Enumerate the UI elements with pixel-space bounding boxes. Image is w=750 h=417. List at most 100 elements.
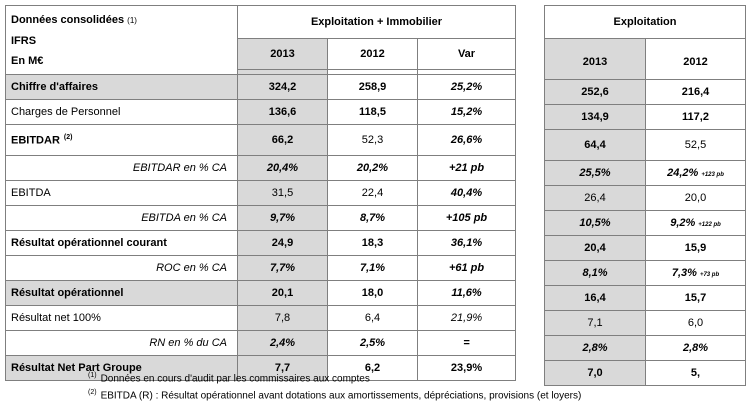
- row-label-cell: Résultat opérationnel courant: [5, 230, 238, 256]
- row-label-cell: Résultat net 100%: [5, 305, 238, 331]
- value-var: 36,1%: [416, 230, 517, 256]
- exploit-value-2013: 16,4: [544, 285, 646, 311]
- exploit-value-2013: 8,1%: [544, 260, 646, 286]
- table-row: 7,1 6,0: [544, 310, 747, 336]
- row-label: Résultat Net Part Groupe: [11, 362, 142, 374]
- value-2012: 18,3: [327, 230, 418, 256]
- value-2013: 324,2: [237, 74, 328, 100]
- table-row: Résultat Net Part Groupe 7,7 6,2 23,9%: [5, 355, 517, 381]
- side-table-body: Exploitation 2013 2012 252,6 216,4 134,9 11…: [543, 5, 747, 386]
- value-2012: 20,2%: [327, 155, 418, 181]
- row-label-cell: RN en % du CA: [5, 330, 238, 356]
- main-table-body: Données consolidées (1) IFRS En M€ Explo…: [5, 5, 517, 381]
- row-label: RN en % du CA: [149, 337, 227, 349]
- table-row: 64,4 52,5: [544, 129, 747, 161]
- exploit-value-2012-cell: 15,7: [644, 285, 747, 311]
- row-label: EBITDA en % CA: [141, 212, 227, 224]
- row-label: Chiffre d'affaires: [11, 81, 98, 93]
- exploit-value-2012: 5,: [690, 367, 701, 379]
- exploit-value-2013: 252,6: [544, 79, 646, 105]
- group-header-main: Exploitation + Immobilier: [236, 5, 517, 39]
- value-var: +105 pb: [416, 205, 517, 231]
- row-label-cell: Résultat opérationnel: [5, 280, 238, 306]
- table-row: EBITDA en % CA 9,7% 8,7% +105 pb: [5, 205, 517, 231]
- value-var: 11,6%: [416, 280, 517, 306]
- exploit-value-2012-cell: 117,2: [644, 104, 747, 130]
- value-var: 40,4%: [416, 180, 517, 206]
- footnote-1: (1) Données en cours d'audit par les comm…: [88, 372, 370, 384]
- exploit-variation-note: +123 pb: [701, 172, 724, 178]
- group-header-side: Exploitation: [543, 5, 747, 39]
- table-row: 8,1% 7,3% +73 pb: [544, 260, 747, 286]
- table-row: 25,5% 24,2% +123 pb: [544, 160, 747, 186]
- value-2012: 6,4: [327, 305, 418, 331]
- exploit-value-2013: 25,5%: [544, 160, 646, 186]
- row-label: Charges de Personnel: [11, 106, 121, 118]
- exploit-value-2012-cell: 9,2% +122 pb: [644, 210, 747, 236]
- exploit-value-2013: 10,5%: [544, 210, 646, 236]
- row-label: Résultat opérationnel: [11, 287, 124, 299]
- value-2013: 9,7%: [237, 205, 328, 231]
- value-var: =: [416, 330, 517, 356]
- table-row: 10,5% 9,2% +122 pb: [544, 210, 747, 236]
- exploit-value-2012: 9,2%: [670, 217, 696, 229]
- exploit-value-2012: 6,0: [687, 317, 704, 329]
- value-2013: 20,4%: [237, 155, 328, 181]
- row-label-cell: EBITDA en % CA: [5, 205, 238, 231]
- exploit-value-2012-cell: 216,4: [644, 79, 747, 105]
- value-2012: 18,0: [327, 280, 418, 306]
- exploit-value-2012-cell: 2,8%: [644, 335, 747, 361]
- value-var: 25,2%: [416, 74, 517, 100]
- exploit-value-2012: 52,5: [684, 139, 707, 151]
- table-row: 252,6 216,4: [544, 79, 747, 105]
- exploit-value-2012-cell: 15,9: [644, 235, 747, 261]
- row-label-cell: EBITDAR en % CA: [5, 155, 238, 181]
- table-row: 16,4 15,7: [544, 285, 747, 311]
- footnote-1-marker: (1): [88, 372, 97, 379]
- side-subheader-row: 2013 2012: [544, 38, 747, 80]
- side-header-row: Exploitation: [543, 5, 747, 39]
- col-header-var: Var: [416, 38, 517, 70]
- value-var: 26,6%: [416, 124, 517, 156]
- table-row: Résultat net 100% 7,8 6,4 21,9%: [5, 305, 517, 331]
- exploitation-table: Exploitation 2013 2012 252,6 216,4 134,9 11…: [543, 5, 747, 386]
- exploit-value-2012: 2,8%: [682, 342, 709, 354]
- exploit-value-2013: 2,8%: [544, 335, 646, 361]
- main-header-row: Données consolidées (1) IFRS En M€ Explo…: [5, 5, 517, 75]
- table-row: 2,8% 2,8%: [544, 335, 747, 361]
- footnote-2-marker: (2): [88, 389, 97, 396]
- table-row: ROC en % CA 7,7% 7,1% +61 pb: [5, 255, 517, 281]
- exploit-value-2012: 216,4: [681, 86, 710, 98]
- exploit-value-2012-cell: 24,2% +123 pb: [644, 160, 747, 186]
- exploit-value-2012-cell: 5,: [644, 360, 747, 386]
- table-row: EBITDAR (2) 66,2 52,3 26,6%: [5, 124, 517, 156]
- value-var: +21 pb: [416, 155, 517, 181]
- exploit-value-2013: 7,1: [544, 310, 646, 336]
- exploit-value-2012: 117,2: [682, 111, 709, 123]
- value-2013: 31,5: [237, 180, 328, 206]
- title-note: (1): [127, 16, 137, 25]
- side-col-header-2012: 2012: [644, 38, 747, 80]
- col-header-2013: 2013: [237, 38, 328, 70]
- exploit-value-2012: 24,2%: [667, 167, 699, 179]
- footnote-1-text: Données en cours d'audit par les commiss…: [100, 373, 370, 385]
- row-label: EBITDAR: [11, 134, 60, 147]
- table-row: RN en % du CA 2,4% 2,5% =: [5, 330, 517, 356]
- value-2012: 8,7%: [327, 205, 418, 231]
- consolidated-table: Données consolidées (1) IFRS En M€ Explo…: [5, 5, 517, 381]
- row-label: Résultat net 100%: [11, 312, 101, 324]
- row-label: Résultat opérationnel courant: [11, 237, 167, 249]
- value-2012: 258,9: [327, 74, 418, 100]
- table-row: 20,4 15,9: [544, 235, 747, 261]
- exploit-value-2013: 134,9: [544, 104, 646, 130]
- row-label: EBITDAR en % CA: [132, 162, 227, 174]
- value-2012: 52,3: [327, 124, 418, 156]
- table-row: Résultat opérationnel courant 24,9 18,3 36,…: [5, 230, 517, 256]
- value-2013: 7,8: [237, 305, 328, 331]
- exploit-value-2013: 20,4: [544, 235, 646, 261]
- value-2013: 20,1: [237, 280, 328, 306]
- footnote-2-text: EBITDA (R) : Résultat opérationnel avant…: [100, 390, 582, 402]
- value-2013: 2,4%: [237, 330, 328, 356]
- exploit-value-2012: 15,7: [684, 292, 707, 304]
- value-2013: 136,6: [237, 99, 328, 125]
